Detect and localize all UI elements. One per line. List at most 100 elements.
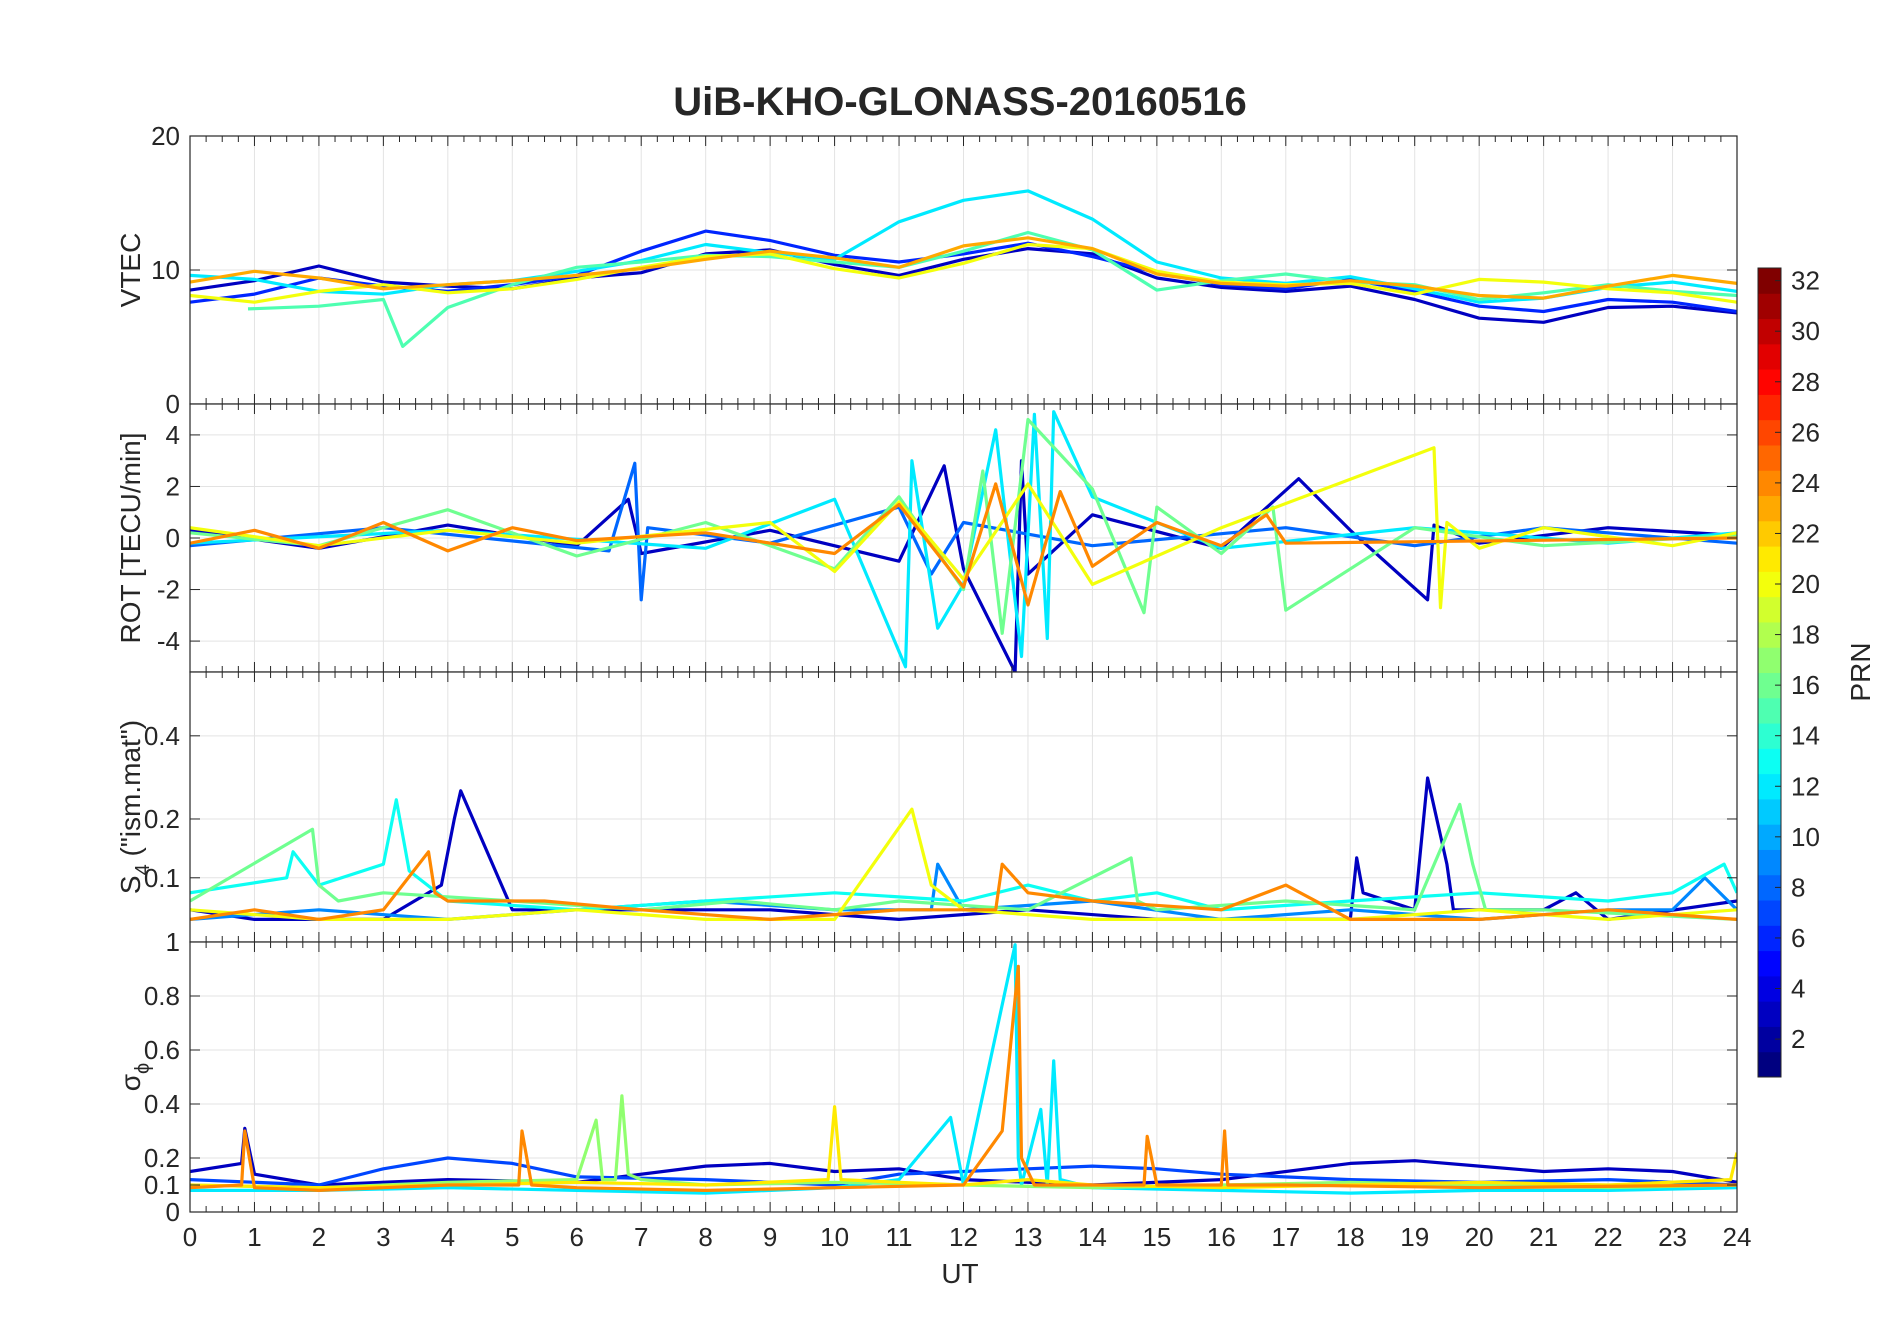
x-tick-label: 24	[1723, 1222, 1752, 1252]
colorbar-segment	[1758, 975, 1781, 1002]
series-line-prn-12	[190, 943, 1737, 1195]
series-line-prn-15	[247, 230, 1737, 348]
series-line-prn-17	[190, 1094, 1737, 1190]
colorbar-tick-label: 20	[1791, 569, 1820, 599]
y-tick-label: 0.4	[144, 1089, 180, 1119]
series-line-prn-8	[190, 461, 1737, 602]
colorbar-tick-label: 4	[1791, 974, 1805, 1004]
series-line-prn-7	[190, 1156, 1737, 1187]
x-tick-label: 18	[1336, 1222, 1365, 1252]
colorbar-segment	[1758, 343, 1781, 370]
colorbar-segment	[1758, 798, 1781, 825]
y-tick-label: 0	[166, 1197, 180, 1227]
colorbar-label: PRN	[1845, 642, 1876, 701]
colorbar-segment	[1758, 900, 1781, 926]
panel-3: 0.1 0.2 0.4S4 ("ism.mat")	[115, 671, 1738, 943]
colorbar-segment	[1758, 318, 1781, 345]
colorbar-segment	[1758, 1001, 1781, 1027]
x-tick-label: 15	[1142, 1222, 1171, 1252]
y-axis-label: VTEC	[115, 233, 146, 308]
y-tick-label: 4	[166, 420, 180, 450]
series-line-prn-24	[190, 482, 1737, 607]
y-tick-label: 10	[151, 255, 180, 285]
x-tick-label: 20	[1465, 1222, 1494, 1252]
x-tick-label: 0	[183, 1222, 197, 1252]
colorbar-segment	[1758, 723, 1781, 749]
y-tick-label: 0.6	[144, 1035, 180, 1065]
x-tick-label: 7	[634, 1222, 648, 1252]
y-tick-label: 2	[166, 471, 180, 501]
series-group	[190, 189, 1737, 348]
colorbar-tick-label: 26	[1791, 417, 1820, 447]
colorbar-tick-label: 28	[1791, 367, 1820, 397]
colorbar-segment	[1758, 773, 1781, 800]
panel-4: 00.10.2 0.4 0.6 0.8 1 σϕ	[115, 927, 1738, 1227]
series-line-prn-21	[190, 1105, 1737, 1190]
x-tick-label: 14	[1078, 1222, 1107, 1252]
y-tick-label: 0.8	[144, 981, 180, 1011]
y-tick-label: 0	[166, 523, 180, 553]
x-tick-label: 22	[1594, 1222, 1623, 1252]
colorbar-segment	[1758, 571, 1781, 598]
y-tick-label: -4	[157, 626, 180, 656]
series-line-prn-20	[190, 807, 1737, 922]
series-group	[190, 943, 1737, 1195]
colorbar-segment	[1758, 293, 1781, 320]
colorbar-segment	[1758, 849, 1781, 876]
panel-1: 0 10 20 VTEC	[115, 121, 1738, 419]
series-line-prn-24	[190, 964, 1737, 1193]
x-tick-label: 17	[1271, 1222, 1300, 1252]
colorbar-segment	[1758, 874, 1781, 901]
colorbar-tick-label: 8	[1791, 872, 1805, 902]
y-axis-label: σϕ	[115, 1063, 154, 1091]
x-tick-label: 13	[1013, 1222, 1042, 1252]
x-tick-label: 5	[505, 1222, 519, 1252]
colorbar-tick-label: 32	[1791, 266, 1820, 296]
x-tick-label: 4	[441, 1222, 455, 1252]
colorbar-segment	[1758, 1026, 1781, 1053]
x-tick-label: 21	[1529, 1222, 1558, 1252]
colorbar-segment	[1758, 647, 1781, 673]
y-tick-label: 0.1	[144, 863, 180, 893]
colorbar-segment	[1758, 394, 1781, 421]
x-tick-label: 2	[312, 1222, 326, 1252]
x-axis-label: UT	[941, 1258, 978, 1289]
x-tick-label: 10	[820, 1222, 849, 1252]
series-group	[190, 410, 1737, 672]
series-line-prn-3	[190, 1126, 1737, 1187]
x-tick-label: 8	[698, 1222, 712, 1252]
colorbar-segment	[1758, 495, 1781, 522]
x-tick-label: 19	[1400, 1222, 1429, 1252]
colorbar-frame	[1757, 267, 1782, 1078]
colorbar-tick-label: 18	[1791, 620, 1820, 650]
colorbar-segment	[1758, 419, 1781, 446]
colorbar-segment	[1758, 520, 1781, 547]
series-line-prn-12	[190, 410, 1737, 669]
colorbar-segment	[1758, 748, 1781, 775]
colorbar-segment	[1758, 1051, 1781, 1078]
x-tick-label: 16	[1207, 1222, 1236, 1252]
y-axis-label: S4 ("ism.mat")	[115, 720, 154, 894]
y-tick-label: 1	[166, 927, 180, 957]
colorbar-segment	[1758, 268, 1781, 294]
colorbar-tick-label: 2	[1791, 1024, 1805, 1054]
y-tick-label: 20	[151, 121, 180, 151]
colorbar-tick-label: 14	[1791, 721, 1820, 751]
series-line-prn-23	[190, 236, 1737, 300]
series-line-prn-13	[190, 798, 1737, 912]
colorbar-segment	[1758, 697, 1781, 724]
y-axis-label: ROT [TECU/min]	[115, 432, 146, 643]
y-tick-label: 0.2	[144, 804, 180, 834]
panel-2: -4 -2 0 2 4 ROT [TECU/min]	[115, 403, 1738, 673]
colorbar-segment	[1758, 369, 1781, 395]
colorbar-segment	[1758, 824, 1781, 850]
colorbar-tick-label: 10	[1791, 822, 1820, 852]
colorbar-tick-label: 30	[1791, 316, 1820, 346]
y-tick-label: 0.4	[144, 721, 180, 751]
x-tick-label: 1	[247, 1222, 261, 1252]
colorbar-segment	[1758, 621, 1781, 648]
x-tick-label: 23	[1658, 1222, 1687, 1252]
colorbar-segment	[1758, 950, 1781, 977]
